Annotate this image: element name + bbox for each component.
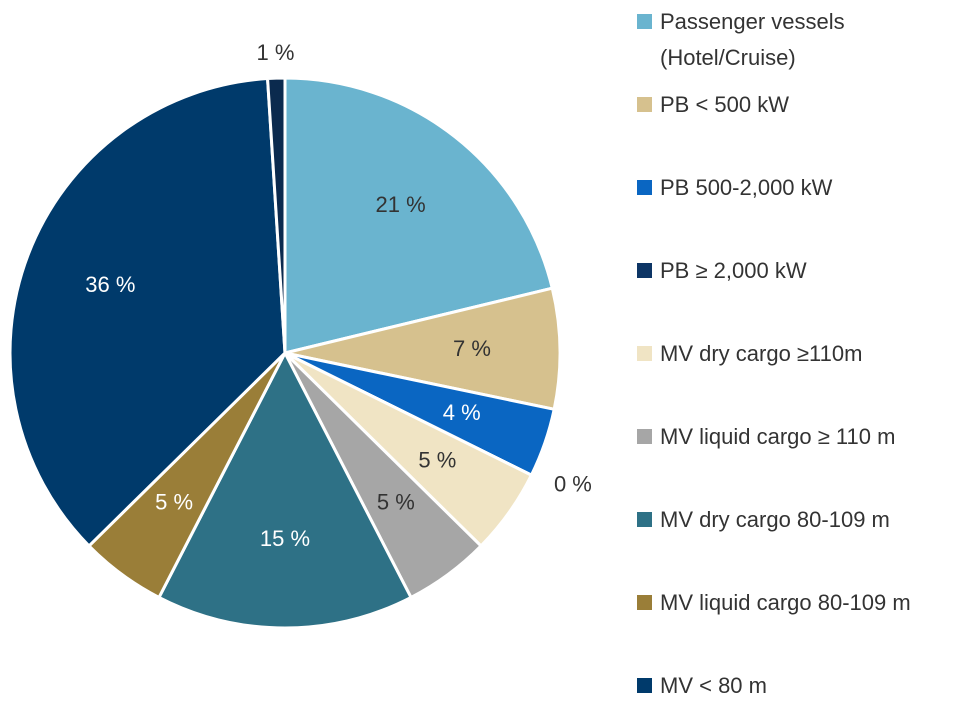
legend-item: PB < 500 kW <box>637 87 952 123</box>
data-label: 5 % <box>418 447 456 472</box>
chart: 21 %7 %4 %0 %5 %5 %15 %5 %36 %1 % <box>8 40 592 630</box>
legend-swatch <box>637 346 652 361</box>
data-label: 4 % <box>443 400 481 425</box>
legend-label: MV liquid cargo 80-109 m <box>660 590 911 615</box>
legend-swatch <box>637 263 652 278</box>
legend-item: Passenger vessels (Hotel/Cruise) <box>637 4 952 76</box>
data-label: 21 % <box>376 192 426 217</box>
pie-slice <box>284 286 562 412</box>
data-label: 15 % <box>260 526 310 551</box>
legend-label: MV < 80 m <box>660 673 767 698</box>
legend-label: MV dry cargo 80-109 m <box>660 507 890 532</box>
pie-slice <box>156 349 414 630</box>
data-label: 7 % <box>453 336 491 361</box>
legend-swatch <box>637 512 652 527</box>
data-label: 5 % <box>377 489 415 514</box>
legend-label: MV dry cargo ≥110m <box>660 341 863 366</box>
legend-label: PB < 500 kW <box>660 92 790 117</box>
legend-label: PB ≥ 2,000 kW <box>660 258 807 283</box>
legend-item: MV dry cargo 80-109 m <box>637 502 952 538</box>
pie-slice <box>283 76 555 355</box>
legend-item: PB ≥ 2,000 kW <box>637 253 952 289</box>
legend-label: Passenger vessels (Hotel/Cruise) <box>660 9 845 70</box>
legend-swatch <box>637 14 652 29</box>
legend-swatch <box>637 429 652 444</box>
legend-label: PB 500-2,000 kW <box>660 175 833 200</box>
legend-item: MV dry cargo ≥110m <box>637 336 952 372</box>
data-label: 1 % <box>257 40 295 65</box>
legend-item: MV < 80 m <box>637 668 952 704</box>
pie-slice <box>8 76 287 549</box>
legend-item: PB 500-2,000 kW <box>637 170 952 206</box>
legend-swatch <box>637 678 652 693</box>
legend-swatch <box>637 595 652 610</box>
data-label: 36 % <box>85 272 135 297</box>
pie-slice <box>265 76 287 354</box>
data-label: 0 % <box>554 472 592 497</box>
legend-label: MV liquid cargo ≥ 110 m <box>660 424 896 449</box>
data-label: 5 % <box>155 489 193 514</box>
legend-swatch <box>637 97 652 112</box>
legend-item: MV liquid cargo ≥ 110 m <box>637 419 952 455</box>
legend-swatch <box>637 180 652 195</box>
legend-item: MV liquid cargo 80-109 m <box>637 585 952 621</box>
